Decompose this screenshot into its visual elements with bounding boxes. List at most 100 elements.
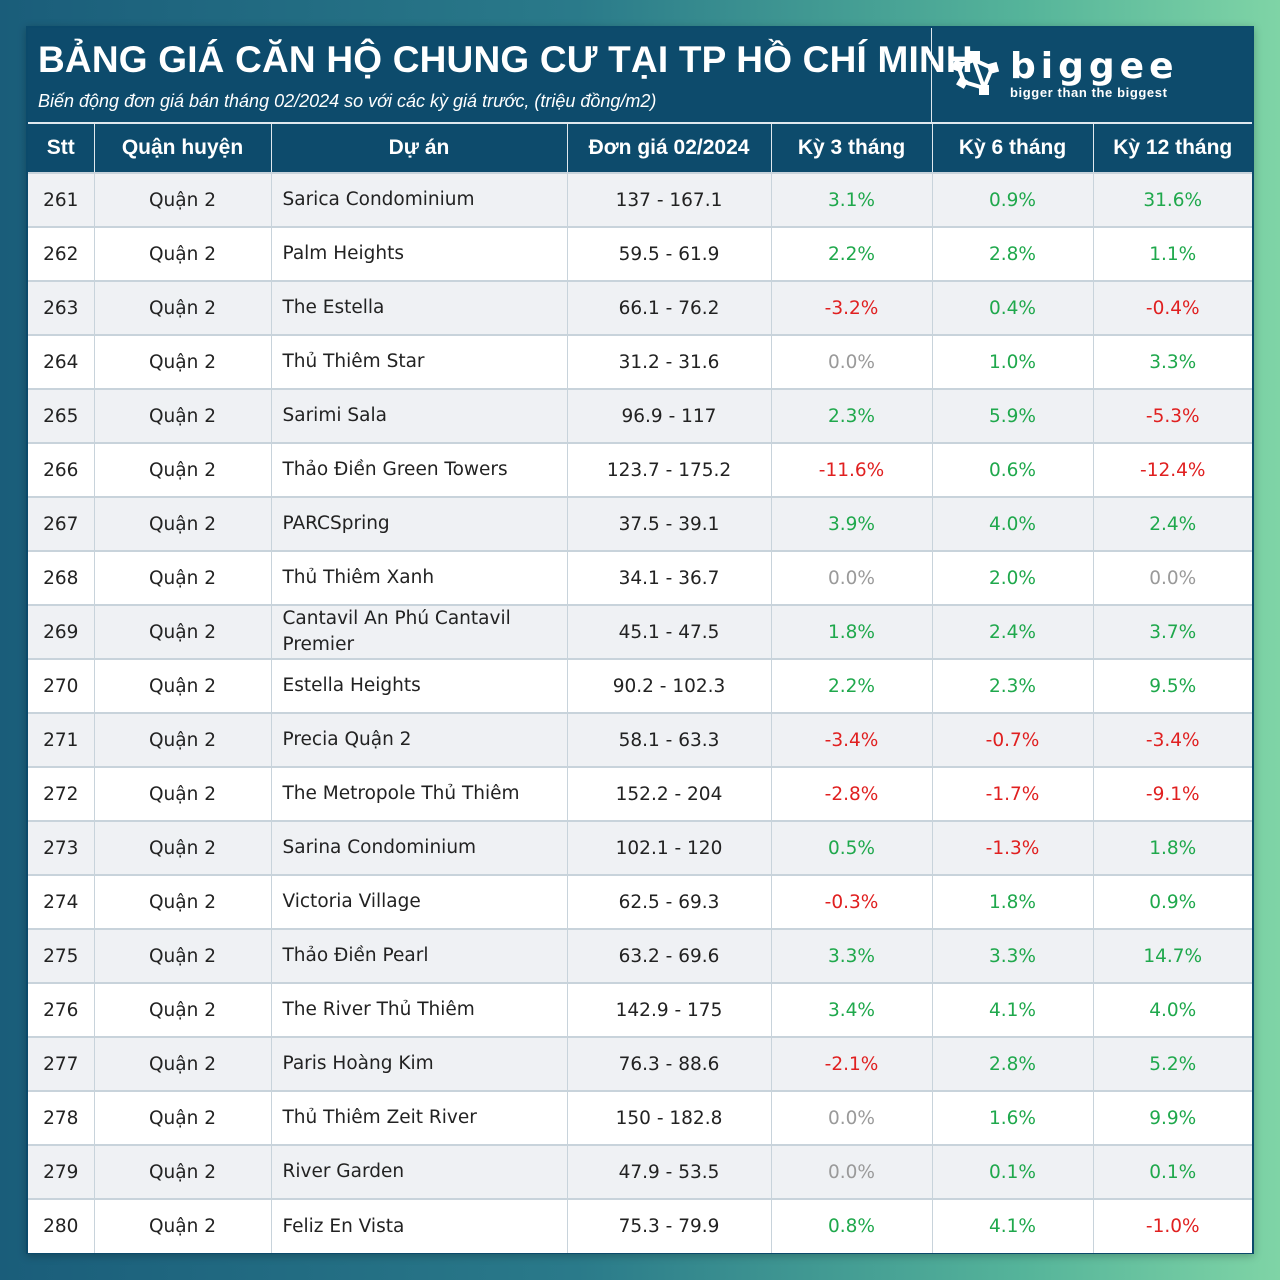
- stt-cell: 267: [28, 496, 94, 551]
- district-cell: Quận 2: [93, 712, 271, 767]
- stt-cell: 274: [28, 874, 94, 929]
- price-cell: 34.1 - 36.7: [566, 550, 771, 605]
- change-6-month-cell: 4.1%: [931, 982, 1093, 1037]
- change-12-month-cell: -0.4%: [1092, 280, 1252, 335]
- change-3-month-cell: 0.0%: [770, 1144, 932, 1199]
- price-cell: 31.2 - 31.6: [566, 334, 771, 389]
- district-cell: Quận 2: [93, 1036, 271, 1091]
- change-12-month-cell: 0.1%: [1092, 1144, 1252, 1199]
- price-table-card: BẢNG GIÁ CĂN HỘ CHUNG CƯ TẠI TP HỒ CHÍ M…: [26, 26, 1254, 1254]
- brand-tagline: bigger than the biggest: [1010, 85, 1168, 100]
- stt-cell: 277: [28, 1036, 94, 1091]
- stt-cell: 272: [28, 766, 94, 821]
- change-3-month-cell: 1.8%: [770, 604, 932, 659]
- price-cell: 62.5 - 69.3: [566, 874, 771, 929]
- change-3-month-cell: -2.8%: [770, 766, 932, 821]
- change-6-month-cell: 1.0%: [931, 334, 1093, 389]
- price-cell: 66.1 - 76.2: [566, 280, 771, 335]
- change-3-month-cell: -3.4%: [770, 712, 932, 767]
- brand-logo: biggee bigger than the biggest: [932, 28, 1252, 122]
- change-12-month-cell: 3.7%: [1092, 604, 1252, 659]
- change-12-month-cell: 5.2%: [1092, 1036, 1252, 1091]
- price-cell: 47.9 - 53.5: [566, 1144, 771, 1199]
- price-cell: 59.5 - 61.9: [566, 226, 771, 281]
- col-district-header: Quận huyện: [93, 122, 271, 173]
- change-6-month-cell: 2.3%: [931, 658, 1093, 713]
- district-cell: Quận 2: [93, 874, 271, 929]
- district-cell: Quận 2: [93, 766, 271, 821]
- page-subtitle: Biến động đơn giá bán tháng 02/2024 so v…: [38, 91, 657, 111]
- change-3-month-cell: 3.4%: [770, 982, 932, 1037]
- change-12-month-cell: 4.0%: [1092, 982, 1252, 1037]
- change-6-month-cell: 0.9%: [931, 172, 1093, 227]
- table-row: 277 Quận 2 Paris Hoàng Kim 76.3 - 88.6 -2.1%…: [28, 1036, 1252, 1091]
- change-6-month-cell: 3.3%: [931, 928, 1093, 983]
- col-project-header: Dự án: [270, 122, 567, 173]
- project-cell: Estella Heights: [270, 658, 567, 713]
- change-12-month-cell: -5.3%: [1092, 388, 1252, 443]
- district-cell: Quận 2: [93, 820, 271, 875]
- change-12-month-cell: -1.0%: [1092, 1198, 1252, 1253]
- col-6-month-header: Kỳ 6 tháng: [931, 122, 1093, 173]
- stt-cell: 276: [28, 982, 94, 1037]
- header-banner: BẢNG GIÁ CĂN HỘ CHUNG CƯ TẠI TP HỒ CHÍ M…: [28, 28, 1252, 122]
- table-row: 268 Quận 2 Thủ Thiêm Xanh 34.1 - 36.7 0.0% 2.…: [28, 550, 1252, 605]
- price-cell: 142.9 - 175: [566, 982, 771, 1037]
- price-cell: 58.1 - 63.3: [566, 712, 771, 767]
- price-cell: 76.3 - 88.6: [566, 1036, 771, 1091]
- change-3-month-cell: 0.0%: [770, 334, 932, 389]
- stt-cell: 275: [28, 928, 94, 983]
- change-6-month-cell: 2.8%: [931, 226, 1093, 281]
- project-cell: The Estella: [270, 280, 567, 335]
- price-cell: 63.2 - 69.6: [566, 928, 771, 983]
- change-3-month-cell: 2.2%: [770, 226, 932, 281]
- project-cell: The Metropole Thủ Thiêm: [270, 766, 567, 821]
- district-cell: Quận 2: [93, 658, 271, 713]
- price-cell: 152.2 - 204: [566, 766, 771, 821]
- table-body: 261 Quận 2 Sarica Condominium 137 - 167.1 3.…: [28, 172, 1252, 1253]
- district-cell: Quận 2: [93, 1144, 271, 1199]
- price-cell: 150 - 182.8: [566, 1090, 771, 1145]
- project-cell: Paris Hoàng Kim: [270, 1036, 567, 1091]
- district-cell: Quận 2: [93, 982, 271, 1037]
- table-row: 266 Quận 2 Thảo Điền Green Towers 123.7 - 1…: [28, 442, 1252, 497]
- stt-cell: 263: [28, 280, 94, 335]
- page-title: BẢNG GIÁ CĂN HỘ CHUNG CƯ TẠI TP HỒ CHÍ M…: [38, 39, 973, 80]
- project-cell: PARCSpring: [270, 496, 567, 551]
- stt-cell: 269: [28, 604, 94, 659]
- col-price-header: Đơn giá 02/2024: [566, 122, 771, 173]
- stt-cell: 266: [28, 442, 94, 497]
- change-12-month-cell: 14.7%: [1092, 928, 1252, 983]
- stt-cell: 262: [28, 226, 94, 281]
- stt-cell: 280: [28, 1198, 94, 1253]
- change-12-month-cell: -3.4%: [1092, 712, 1252, 767]
- change-3-month-cell: 3.9%: [770, 496, 932, 551]
- stt-cell: 261: [28, 172, 94, 227]
- change-12-month-cell: 1.1%: [1092, 226, 1252, 281]
- table-row: 276 Quận 2 The River Thủ Thiêm 142.9 - 175 3…: [28, 982, 1252, 1037]
- stt-cell: 270: [28, 658, 94, 713]
- change-12-month-cell: -9.1%: [1092, 766, 1252, 821]
- change-6-month-cell: 5.9%: [931, 388, 1093, 443]
- project-cell: Sarica Condominium: [270, 172, 567, 227]
- change-12-month-cell: 0.0%: [1092, 550, 1252, 605]
- table-row: 278 Quận 2 Thủ Thiêm Zeit River 150 - 182.8…: [28, 1090, 1252, 1145]
- price-cell: 37.5 - 39.1: [566, 496, 771, 551]
- price-table: Stt Quận huyện Dự án Đơn giá 02/2024 Kỳ 3 th…: [28, 122, 1252, 1253]
- change-12-month-cell: 31.6%: [1092, 172, 1252, 227]
- district-cell: Quận 2: [93, 496, 271, 551]
- change-6-month-cell: 2.8%: [931, 1036, 1093, 1091]
- stt-cell: 265: [28, 388, 94, 443]
- stt-cell: 264: [28, 334, 94, 389]
- district-cell: Quận 2: [93, 388, 271, 443]
- project-cell: River Garden: [270, 1144, 567, 1199]
- change-6-month-cell: 2.0%: [931, 550, 1093, 605]
- change-6-month-cell: 0.4%: [931, 280, 1093, 335]
- change-6-month-cell: 2.4%: [931, 604, 1093, 659]
- table-row: 263 Quận 2 The Estella 66.1 - 76.2 -3.2% 0.4%…: [28, 280, 1252, 335]
- biggee-logo-icon: [951, 51, 1000, 95]
- price-cell: 45.1 - 47.5: [566, 604, 771, 659]
- change-12-month-cell: 9.5%: [1092, 658, 1252, 713]
- project-cell: The River Thủ Thiêm: [270, 982, 567, 1037]
- change-12-month-cell: -12.4%: [1092, 442, 1252, 497]
